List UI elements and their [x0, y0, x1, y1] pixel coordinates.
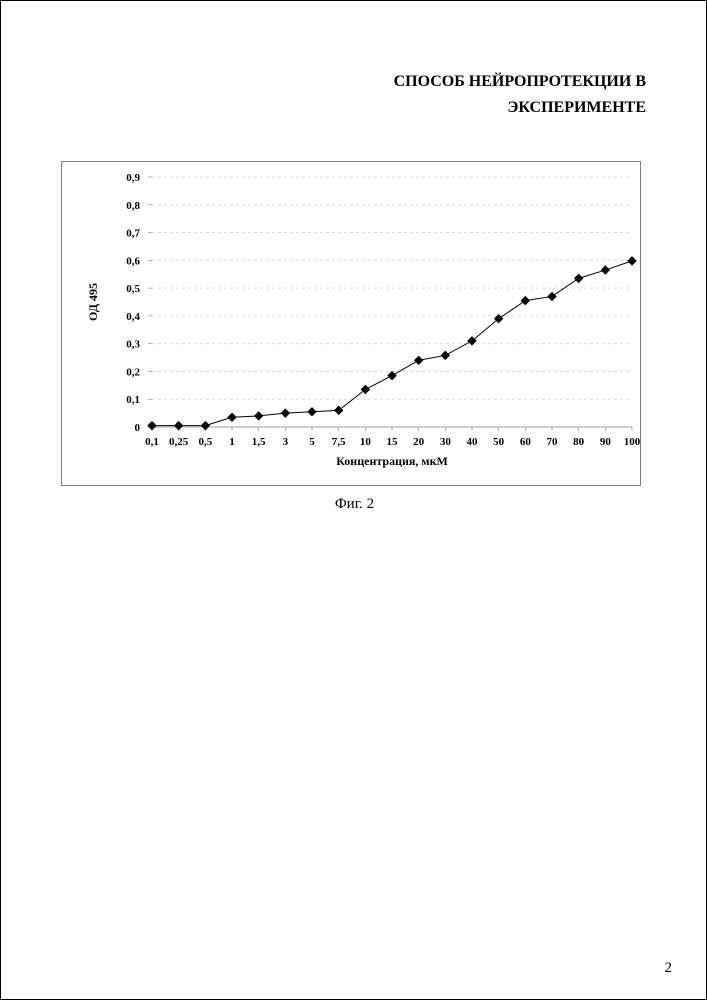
- svg-text:0,1: 0,1: [145, 436, 159, 448]
- chart-svg: 0 0,1 0,2 0,3 0,4 0,5 0,6 0,7 0,8 0,9 0,1 0,25 0,5 1 1…: [62, 162, 642, 487]
- svg-text:ОД 495: ОД 495: [86, 283, 100, 321]
- svg-text:0,9: 0,9: [126, 172, 140, 184]
- svg-text:30: 30: [440, 436, 452, 448]
- svg-text:10: 10: [360, 436, 372, 448]
- svg-text:70: 70: [547, 436, 559, 448]
- svg-text:0,4: 0,4: [126, 311, 140, 323]
- svg-text:0,7: 0,7: [126, 228, 140, 240]
- title-line-2: ЭКСПЕРИМЕНТЕ: [246, 95, 646, 121]
- svg-text:1: 1: [229, 436, 235, 448]
- svg-text:0: 0: [135, 422, 141, 434]
- svg-text:5: 5: [309, 436, 315, 448]
- svg-text:0,6: 0,6: [126, 255, 140, 267]
- svg-text:0,5: 0,5: [198, 436, 212, 448]
- svg-text:80: 80: [573, 436, 585, 448]
- svg-text:0,25: 0,25: [169, 436, 189, 448]
- page-container: СПОСОБ НЕЙРОПРОТЕКЦИИ В ЭКСПЕРИМЕНТЕ 0 0,…: [0, 0, 707, 1000]
- svg-text:7,5: 7,5: [332, 436, 346, 448]
- document-title: СПОСОБ НЕЙРОПРОТЕКЦИИ В ЭКСПЕРИМЕНТЕ: [246, 69, 646, 120]
- svg-text:15: 15: [387, 436, 399, 448]
- svg-text:0,8: 0,8: [126, 200, 140, 212]
- svg-text:100: 100: [624, 436, 641, 448]
- svg-text:0,3: 0,3: [126, 339, 140, 351]
- svg-text:0,5: 0,5: [126, 283, 140, 295]
- figure-caption: Фиг. 2: [1, 496, 707, 513]
- svg-text:0,2: 0,2: [126, 366, 140, 378]
- title-line-1: СПОСОБ НЕЙРОПРОТЕКЦИИ В: [246, 69, 646, 95]
- svg-text:60: 60: [520, 436, 532, 448]
- svg-text:20: 20: [413, 436, 425, 448]
- page-number: 2: [665, 960, 673, 977]
- svg-text:Концентрация, мкМ: Концентрация, мкМ: [336, 454, 448, 468]
- svg-text:1,5: 1,5: [252, 436, 266, 448]
- svg-text:50: 50: [493, 436, 505, 448]
- svg-text:90: 90: [600, 436, 612, 448]
- svg-text:0,1: 0,1: [126, 394, 140, 406]
- svg-text:40: 40: [467, 436, 479, 448]
- svg-text:3: 3: [283, 436, 289, 448]
- line-chart: 0 0,1 0,2 0,3 0,4 0,5 0,6 0,7 0,8 0,9 0,1 0,25 0,5 1 1…: [61, 161, 641, 486]
